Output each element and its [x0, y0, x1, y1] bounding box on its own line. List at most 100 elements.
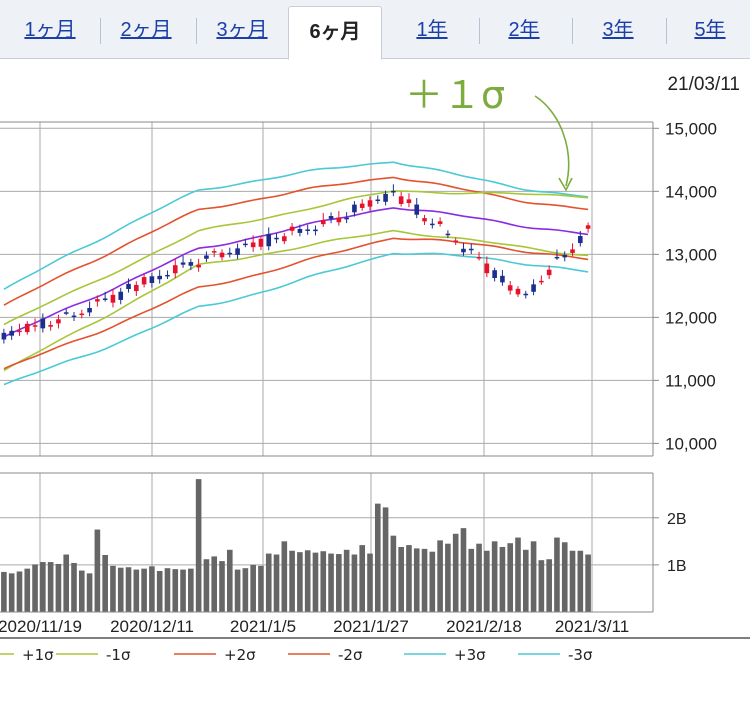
candle-body — [476, 257, 482, 259]
volume-bar — [234, 569, 241, 612]
volume-bar — [304, 550, 311, 612]
candle-body — [453, 240, 458, 242]
volume-bar — [180, 569, 186, 612]
candle-body — [391, 191, 396, 193]
volume-bar — [110, 565, 116, 612]
candle-body — [48, 325, 53, 327]
candle-body — [546, 269, 552, 276]
candle-body — [282, 236, 287, 242]
volume-bar — [491, 541, 498, 612]
price-grid — [0, 122, 653, 456]
price-y-tick-label: 11,000 — [665, 371, 716, 390]
volume-bar — [78, 570, 85, 612]
volume-bar — [445, 543, 451, 612]
price-y-tick-label: 10,000 — [665, 434, 717, 453]
tab-3-months[interactable]: 3ヶ月 — [216, 19, 268, 41]
moving-average-line — [3, 207, 589, 338]
date-tick-label: 2020/11/19 — [0, 617, 82, 636]
candle-body — [40, 318, 46, 329]
candle-body — [570, 249, 575, 253]
candle-body — [56, 319, 61, 324]
sigma3-lower-line — [3, 252, 589, 386]
volume-bar — [281, 541, 288, 612]
volume-bars — [1, 479, 591, 612]
candle-body — [274, 237, 279, 240]
sigma1-upper-line — [3, 190, 589, 326]
candle-body — [562, 254, 568, 258]
candle-body — [126, 283, 131, 290]
candle-body — [17, 330, 22, 333]
tab-separator — [479, 18, 480, 44]
tab-3-years[interactable]: 3年 — [602, 19, 634, 41]
volume-bar — [125, 567, 132, 612]
volume-bar — [94, 529, 101, 612]
candle-body — [79, 313, 85, 316]
price-y-tick-label: 13,000 — [665, 245, 717, 264]
price-y-tick-label: 12,000 — [665, 308, 717, 327]
legend-label: +2σ — [224, 646, 256, 664]
volume-bar — [328, 553, 334, 612]
volume-bar — [195, 479, 202, 612]
candle-body — [461, 248, 466, 253]
tab-5-years[interactable]: 5年 — [694, 19, 726, 41]
candle-body — [289, 226, 295, 231]
volume-bar — [382, 507, 389, 612]
legend: +1σ -1σ +2σ -2σ +3σ -3σ — [0, 646, 593, 664]
candle-body — [32, 325, 38, 327]
candle-body — [445, 233, 451, 236]
legend-label: +3σ — [454, 646, 486, 664]
tab-6-months[interactable]: 6ヶ月 — [288, 6, 382, 60]
date-tick-label: 2021/1/5 — [230, 617, 296, 636]
candle-body — [523, 293, 529, 296]
date-axis: 2020/11/19 2020/12/11 2021/1/5 2021/1/27 202… — [0, 617, 750, 639]
annotation-arrow-line — [534, 95, 570, 187]
tab-1-year[interactable]: 1年 — [416, 19, 448, 41]
candle-body — [243, 243, 248, 246]
legend-label: -2σ — [338, 646, 363, 664]
tab-1-month[interactable]: 1ヶ月 — [24, 19, 76, 41]
tab-separator — [196, 18, 197, 44]
candle-body — [336, 217, 342, 223]
candle-body — [437, 221, 443, 225]
volume-bar — [522, 549, 529, 612]
legend-label: -3σ — [568, 646, 593, 664]
volume-bar — [530, 541, 537, 612]
candle-body — [102, 298, 108, 300]
volume-bar — [265, 553, 272, 612]
candle-body — [172, 265, 178, 274]
candle-body — [141, 277, 147, 285]
volume-bar — [577, 550, 584, 612]
candle-body — [414, 204, 420, 215]
volume-y-tick-label: 1B — [667, 558, 687, 575]
bollinger-bands — [3, 161, 589, 386]
candle-body — [24, 323, 30, 333]
volume-bar — [8, 573, 15, 612]
volume-bar — [476, 543, 482, 612]
volume-bar — [172, 569, 179, 612]
volume-bar — [63, 554, 70, 612]
volume-bar — [390, 535, 397, 612]
candle-body — [211, 251, 217, 253]
candle-body — [188, 262, 194, 266]
candle-body — [492, 270, 497, 279]
candle-body — [235, 248, 240, 255]
volume-bar — [1, 571, 7, 612]
price-y-axis: 15,000 14,000 13,000 12,000 11,000 10,000 — [653, 119, 717, 453]
date-tick-label: 2021/3/11 — [555, 617, 629, 636]
volume-bar — [297, 552, 303, 612]
tab-2-months[interactable]: 2ヶ月 — [120, 19, 172, 41]
current-date-label: 21/03/11 — [667, 74, 740, 95]
candle-body — [87, 308, 92, 313]
volume-bar — [398, 546, 404, 612]
volume-bar — [413, 548, 420, 612]
volume-frame — [0, 472, 654, 613]
volume-bar — [258, 565, 264, 612]
volume-bar — [71, 562, 77, 612]
candle-body — [406, 199, 412, 204]
candle-body — [367, 200, 373, 207]
date-tick-label: 2021/1/27 — [333, 617, 409, 636]
candle-body — [258, 238, 264, 247]
tab-2-years[interactable]: 2年 — [508, 19, 540, 41]
volume-bar — [499, 546, 506, 612]
volume-bar — [460, 528, 467, 612]
